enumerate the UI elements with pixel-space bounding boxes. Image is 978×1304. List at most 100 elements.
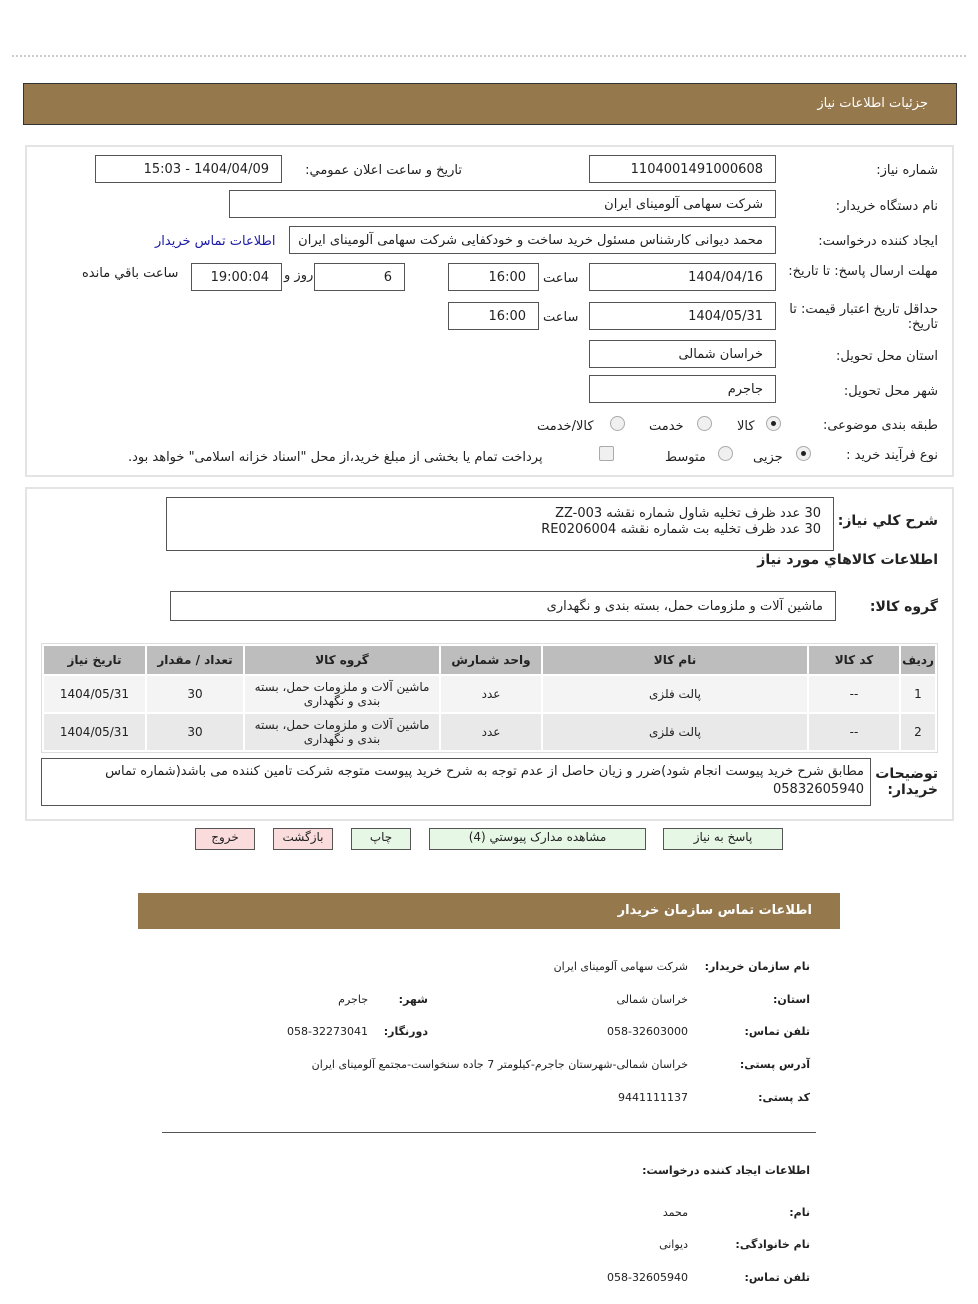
cell: 30	[147, 676, 243, 712]
address-label: آدرس پستی:	[739, 1058, 810, 1071]
cell: 30	[147, 714, 243, 750]
exit-button[interactable]: خروج	[195, 828, 255, 850]
page-header: جزئیات اطلاعات نیاز	[23, 83, 957, 125]
col-header: ردیف	[901, 646, 935, 674]
col-header: کد کالا	[809, 646, 899, 674]
creator-title: اطلاعات ایجاد کننده درخواست:	[642, 1164, 810, 1177]
province-field: خراسان شمالی	[589, 340, 776, 368]
summary-line: 30 عدد ظرف تخلیه شاول شماره نقشه ZZ-003	[555, 506, 821, 521]
province-label: استان:	[773, 993, 810, 1006]
address-value: خراسان شمالی-شهرستان جاجرم-کیلومتر 7 جاد…	[311, 1058, 688, 1071]
days-label: روز و	[284, 268, 314, 283]
city-field: جاجرم	[589, 375, 776, 403]
validity-label: حداقل تاریخ اعتبار قیمت: تا تاریخ:	[789, 302, 938, 332]
org-label: نام سازمان خریدار:	[704, 960, 810, 973]
need-number-field: 1104001491000608	[589, 155, 776, 183]
cell: ماشین آلات و ملزومات حمل، بسته بندی و نگ…	[245, 676, 439, 712]
remaining-time-field: 19:00:04	[191, 263, 282, 291]
process-radio-medium[interactable]	[718, 446, 733, 461]
phone-label: تلفن تماس:	[744, 1025, 810, 1038]
col-header: تعداد / مقدار	[147, 646, 243, 674]
need-number-label: شماره نیاز:	[876, 163, 938, 178]
creator-field: محمد دیوانی کارشناس مسئول خرید ساخت و خو…	[289, 226, 776, 254]
deadline-date-field: 1404/04/16	[589, 263, 776, 291]
fax-label: دورنگار:	[383, 1025, 428, 1038]
category-radio-goods[interactable]	[766, 416, 781, 431]
goods-table: ردیف کد کالا نام کالا واحد شمارش گروه کا…	[42, 644, 937, 752]
summary-label: شرح كلي نياز:	[837, 513, 938, 529]
table-header: ردیف کد کالا نام کالا واحد شمارش گروه کا…	[44, 646, 935, 674]
cell: ماشین آلات و ملزومات حمل، بسته بندی و نگ…	[245, 714, 439, 750]
province-value: خراسان شمالی	[616, 993, 688, 1006]
goods-group-field: ماشین آلات و ملزومات حمل، بسته بندی و نگ…	[170, 591, 836, 621]
phone-value: 058-32603000	[607, 1025, 688, 1038]
cell: 1404/05/31	[44, 676, 145, 712]
deadline-time-field: 16:00	[448, 263, 539, 291]
announce-label: تاريخ و ساعت اعلان عمومي:	[305, 163, 462, 178]
reply-button[interactable]: پاسخ به نیاز	[663, 828, 783, 850]
goods-group-label: گروه کالا:	[869, 599, 938, 615]
family-label: نام خانوادگی:	[735, 1238, 810, 1251]
buyer-org-label: نام دستگاه خریدار:	[835, 199, 938, 214]
creator-label: ایجاد کننده درخواست:	[818, 234, 938, 249]
category-option-both: کالا/خدمت	[537, 419, 594, 434]
category-option-service: خدمت	[649, 419, 684, 434]
buyer-contact-link[interactable]: اطلاعات تماس خریدار	[155, 234, 276, 249]
treasury-checkbox[interactable]	[599, 446, 614, 461]
family-value: دیوانی	[659, 1238, 688, 1251]
summary-line: 30 عدد ظرف تخلیه بت شماره نقشه RE0206004	[541, 522, 821, 537]
cell: عدد	[441, 714, 541, 750]
col-header: نام کالا	[543, 646, 807, 674]
category-option-goods: کالا	[737, 419, 755, 434]
goods-panel	[25, 487, 954, 821]
cell: --	[809, 714, 899, 750]
city-value: جاجرم	[338, 993, 368, 1006]
divider	[12, 55, 966, 57]
process-radio-minor[interactable]	[796, 446, 811, 461]
postal-value: 9441111137	[618, 1091, 688, 1104]
name-label: نام:	[789, 1206, 810, 1219]
process-option-minor: جزیی	[753, 450, 783, 465]
summary-box: 30 عدد ظرف تخلیه شاول شماره نقشه ZZ-003 …	[166, 497, 834, 551]
table-row: 2 -- پالت فلزی عدد ماشین آلات و ملزومات حمل،…	[44, 714, 935, 750]
back-button[interactable]: بازگشت	[273, 828, 333, 850]
cell: 1	[901, 676, 935, 712]
category-radio-both[interactable]	[610, 416, 625, 431]
col-header: گروه کالا	[245, 646, 439, 674]
buyer-org-field: شرکت سهامی آلومینای ایران	[229, 190, 776, 218]
col-header: واحد شمارش	[441, 646, 541, 674]
category-label: طبقه بندی موضوعی:	[822, 418, 938, 433]
validity-time-label: ساعت	[543, 310, 579, 325]
postal-label: کد پستی:	[758, 1091, 810, 1104]
days-field: 6	[314, 263, 405, 291]
fax-value: 058-32273041	[287, 1025, 368, 1038]
need-form	[25, 145, 954, 477]
remaining-label: ساعت باقي مانده	[82, 266, 179, 281]
deadline-time-label: ساعت	[543, 271, 579, 286]
province-label: استان محل تحویل:	[836, 349, 938, 364]
cell: پالت فلزی	[543, 714, 807, 750]
process-option-medium: متوسط	[665, 450, 706, 465]
validity-date-field: 1404/05/31	[589, 302, 776, 330]
process-label: نوع فرآیند خرید :	[846, 448, 938, 463]
contact-header: اطلاعات تماس سازمان خریدار	[138, 893, 840, 929]
cell: 2	[901, 714, 935, 750]
notes-label: توضیحات خریدار:	[875, 766, 938, 798]
print-button[interactable]: چاپ	[351, 828, 411, 850]
announce-field: 1404/04/09 - 15:03	[95, 155, 282, 183]
cell: پالت فلزی	[543, 676, 807, 712]
cell: عدد	[441, 676, 541, 712]
category-radio-service[interactable]	[697, 416, 712, 431]
creator-phone-label: تلفن تماس:	[744, 1271, 810, 1284]
attachments-button[interactable]: مشاهده مدارک پیوستي (4)	[429, 828, 646, 850]
table-row: 1 -- پالت فلزی عدد ماشین آلات و ملزومات حمل،…	[44, 676, 935, 712]
goods-title: اطلاعات كالاهاي مورد نياز	[757, 552, 938, 568]
city-label: شهر:	[398, 993, 428, 1006]
org-value: شرکت سهامی آلومینای ایران	[553, 960, 688, 973]
cell: 1404/05/31	[44, 714, 145, 750]
creator-phone-value: 058-32605940	[607, 1271, 688, 1284]
goods-table-wrap: ردیف کد کالا نام کالا واحد شمارش گروه کا…	[41, 643, 938, 753]
treasury-note: پرداخت تمام یا بخشی از مبلغ خرید،از محل …	[128, 450, 543, 465]
name-value: محمد	[662, 1206, 688, 1219]
col-header: تاریخ نیاز	[44, 646, 145, 674]
